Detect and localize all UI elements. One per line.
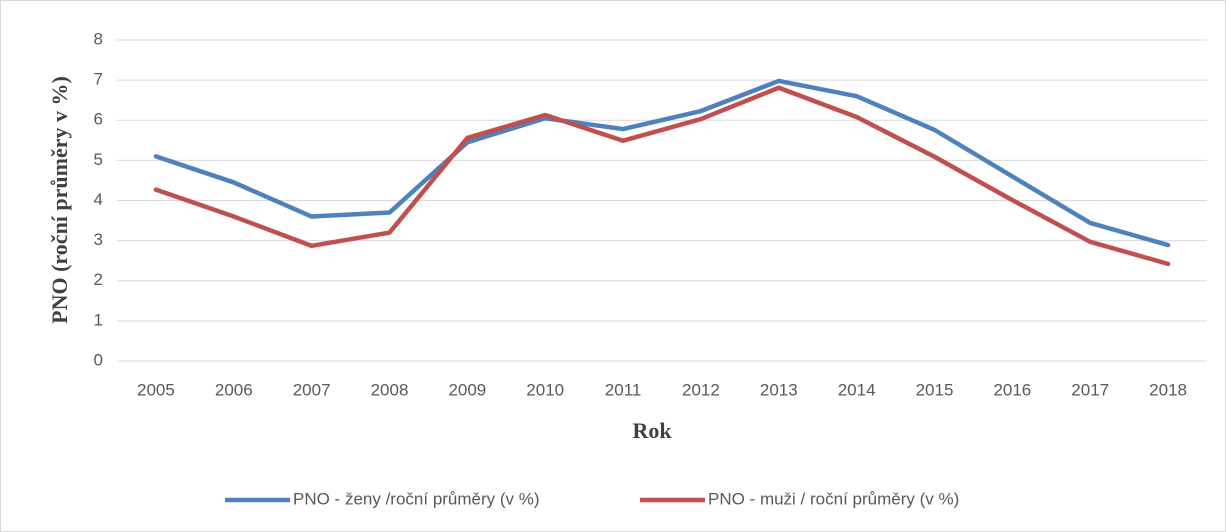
x-axis-title: Rok xyxy=(632,418,672,443)
x-tick-label: 2005 xyxy=(137,380,175,399)
x-tick-label: 2012 xyxy=(682,380,720,399)
legend-label: PNO - ženy /roční průměry (v %) xyxy=(293,489,540,508)
legend-label: PNO - muži / roční průměry (v %) xyxy=(708,489,959,508)
x-tick-label: 2009 xyxy=(448,380,486,399)
x-tick-label: 2016 xyxy=(993,380,1031,399)
y-tick-label: 3 xyxy=(94,230,103,249)
x-tick-label: 2014 xyxy=(838,380,876,399)
x-tick-label: 2007 xyxy=(293,380,331,399)
y-axis-title: PNO (roční průměry v %) xyxy=(47,76,72,324)
y-tick-label: 6 xyxy=(94,110,103,129)
x-tick-label: 2006 xyxy=(215,380,253,399)
series-line xyxy=(153,78,1171,248)
x-tick-label: 2010 xyxy=(526,380,564,399)
x-tick-label: 2015 xyxy=(916,380,954,399)
y-tick-label: 2 xyxy=(94,270,103,289)
x-tick-label: 2018 xyxy=(1149,380,1187,399)
y-tick-label: 4 xyxy=(94,190,103,209)
x-tick-label: 2011 xyxy=(605,380,642,399)
y-tick-label: 0 xyxy=(94,350,103,369)
y-tick-label: 7 xyxy=(94,70,103,89)
x-tick-label: 2017 xyxy=(1071,380,1109,399)
x-tick-label: 2013 xyxy=(760,380,798,399)
x-tick-label: 2008 xyxy=(371,380,409,399)
y-tick-label: 1 xyxy=(94,310,103,329)
series-line xyxy=(153,85,1171,267)
y-tick-label: 5 xyxy=(94,150,103,169)
y-tick-label: 8 xyxy=(94,29,103,48)
